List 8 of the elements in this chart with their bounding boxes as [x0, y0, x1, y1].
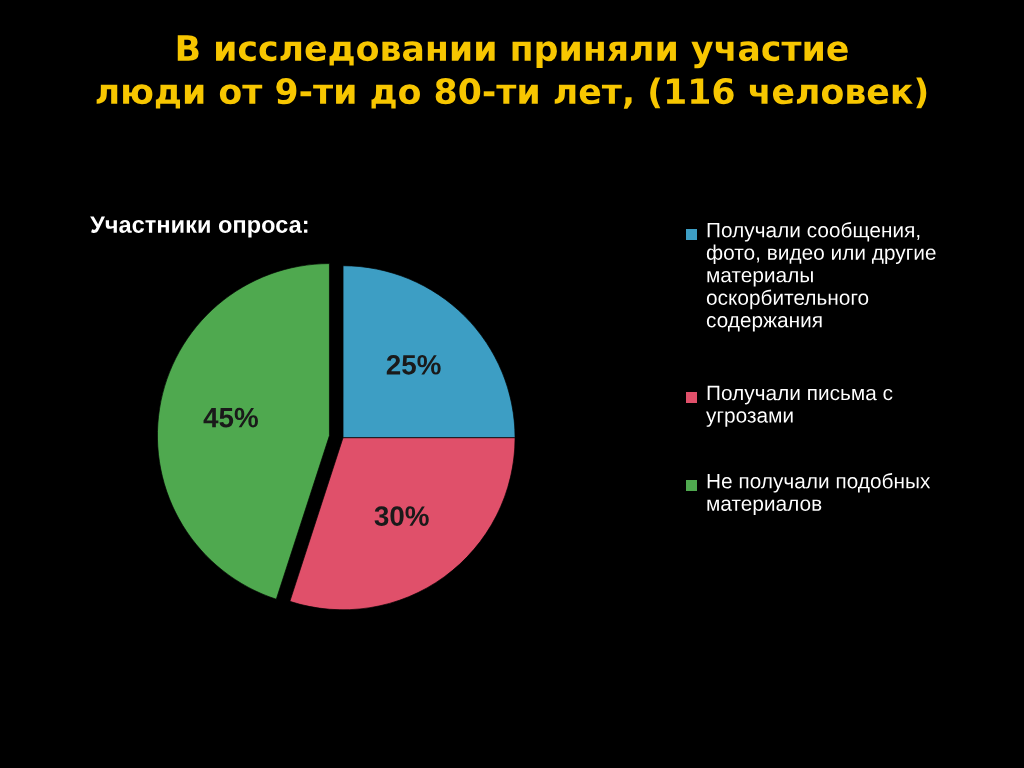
data-label: 25% — [386, 354, 441, 375]
legend-label: Получали письма с угрозами — [706, 385, 893, 427]
legend-label: Не получали подобных материалов — [707, 473, 931, 516]
legend-label: Получали сообщения, фото, видео или другие материалы оскорбительного содержания — [706, 222, 936, 332]
data-label: 30% — [374, 506, 429, 526]
data-label: 45% — [203, 407, 258, 428]
chart-subtitle: Участники опроса: — [90, 216, 308, 238]
chart-title: В исследовании приняли участие люди от 9-ти до 80-ти лет, (116 человек) — [96, 35, 927, 109]
